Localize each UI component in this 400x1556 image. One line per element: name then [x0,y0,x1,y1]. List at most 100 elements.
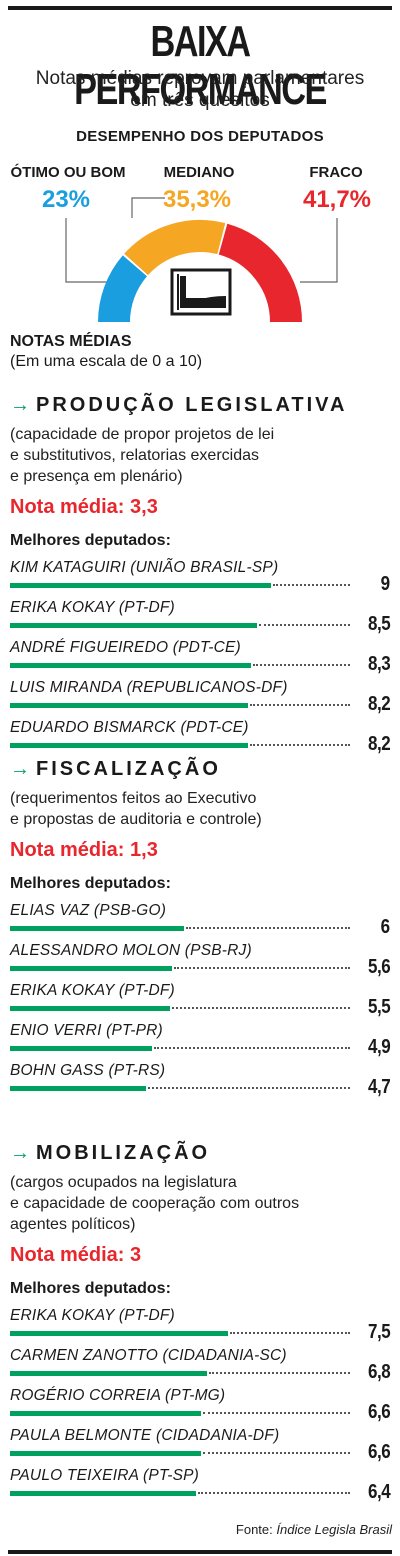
section-average-score: Nota média: 3 [10,1244,142,1266]
deputy-bar-list: ERIKA KOKAY (PT-DF) 7,5 CARMEN ZANOTTO (CI… [10,1301,391,1503]
deputy-row: PAULO TEIXEIRA (PT-SP) 6,4 [10,1461,391,1503]
section-title: → PRODUÇÃO LEGISLATIVA [10,392,390,418]
score-bar [10,703,248,708]
score-bar [10,1411,202,1416]
deputy-name: ALESSANDRO MOLON (PSB-RJ) [10,942,252,959]
score-value: 7,5 [367,1321,391,1343]
score-bar [10,623,257,628]
gauge-label-good: ÓTIMO OU BOM [11,163,126,181]
notas-block: NOTAS MÉDIAS (Em uma escala de 0 a 10) [10,332,202,372]
score-bar [10,1451,202,1456]
leader-dots [197,1492,350,1494]
deputy-name: KIM KATAGUIRI (UNIÃO BRASIL-SP) [10,559,279,576]
leader-line-good [65,218,108,283]
deputy-row: ALESSANDRO MOLON (PSB-RJ) 5,6 [10,936,391,978]
score-bar [10,583,271,588]
gauge-label-weak: FRACO [309,164,363,181]
leader-dots [209,1372,350,1374]
best-deputies-label: Melhores deputados: [10,1280,171,1297]
score-value: 8,3 [367,653,391,675]
score-value: 8,2 [367,733,391,755]
description-line: e capacidade de cooperação com outros [10,1195,300,1212]
deputy-name: BOHN GASS (PT-RS) [10,1062,166,1079]
score-value: 6 [380,916,390,938]
section-average-score: Nota média: 3,3 [10,496,158,518]
leader-dots [148,1087,350,1089]
section-title-text: FISCALIZAÇÃO [36,758,221,780]
deputy-row: ELIAS VAZ (PSB-GO) 6 [10,896,390,938]
deputy-row: KIM KATAGUIRI (UNIÃO BRASIL-SP) 9 [10,553,390,595]
source-note: Fonte: Índice Legisla Brasil [236,1522,392,1537]
notas-heading: NOTAS MÉDIAS [10,333,132,350]
deputy-row: LUIS MIRANDA (REPUBLICANOS-DF) 8,2 [10,673,390,715]
score-bar [10,743,248,748]
gauge-value-good: 23% [42,186,90,213]
gauge-arc-weak [218,223,302,323]
section-title: → FISCALIZAÇÃO [10,756,390,782]
description-line: (capacidade de propor projetos de lei [10,426,275,443]
deputy-row: ENIO VERRI (PT-PR) 4,9 [10,1016,390,1058]
leader-dots [203,1452,350,1454]
score-value: 6,6 [367,1401,391,1423]
deputy-name: PAULA BELMONTE (CIDADANIA-DF) [10,1427,280,1444]
score-value: 5,5 [367,996,391,1018]
description-line: e presença em plenário) [10,468,183,485]
deputy-row: ERIKA KOKAY (PT-DF) 5,5 [10,976,391,1018]
gauge-arc-good [98,255,148,323]
source-name: Índice Legisla Brasil [276,1522,392,1537]
deputy-row: EDUARDO BISMARCK (PDT-CE) 8,2 [10,713,391,755]
deputy-row: ERIKA KOKAY (PT-DF) 7,5 [10,1301,391,1343]
page-title: BAIXA PERFORMANCE [74,17,327,114]
section-average-score: Nota média: 1,3 [10,839,158,861]
leader-dots [186,927,350,929]
subtitle-line-2: em três quesitos [130,90,270,111]
leader-dots [229,1332,350,1334]
deputy-name: ERIKA KOKAY (PT-DF) [10,1307,175,1324]
deputy-name: ERIKA KOKAY (PT-DF) [10,599,175,616]
section-0: → PRODUÇÃO LEGISLATIVA (capacidade de prop… [10,392,391,755]
arrow-right-icon: → [10,758,30,780]
subtitle-line-1: Notas médias reprovam parlamentares [35,68,365,89]
best-deputies-label: Melhores deputados: [10,532,171,549]
deputy-row: CARMEN ZANOTTO (CIDADANIA-SC) 6,8 [10,1341,390,1383]
score-value: 6,4 [367,1481,391,1503]
page-subtitle: Notas médias reprovam parlamentares em t… [20,68,380,112]
section-description: (capacidade de propor projetos de lei e s… [10,424,390,487]
deputy-name: EDUARDO BISMARCK (PDT-CE) [10,719,249,736]
leader-dots [203,1412,350,1414]
section-title-text: PRODUÇÃO LEGISLATIVA [36,394,348,416]
score-bar [10,966,173,971]
source-prefix: Fonte: [235,1522,277,1537]
performance-gauge: ÓTIMO OU BOM 23% MEDIANO 35,3% FRACO 41,… [11,163,371,323]
score-bar [10,1006,170,1011]
leader-dots [252,664,350,666]
score-value: 6,6 [367,1441,391,1463]
gauge-arcs [98,220,302,323]
score-value: 4,7 [367,1076,391,1098]
chamber-icon [170,268,232,316]
deputy-name: LUIS MIRANDA (REPUBLICANOS-DF) [10,679,288,696]
deputy-bar-list: ELIAS VAZ (PSB-GO) 6 ALESSANDRO MOLON (PSB… [10,896,391,1098]
description-line: (cargos ocupados na legislatura [10,1174,237,1191]
score-bar [10,663,251,668]
deputy-name: CARMEN ZANOTTO (CIDADANIA-SC) [10,1347,287,1364]
deputy-name: ELIAS VAZ (PSB-GO) [10,902,167,919]
bottom-rule [8,1550,392,1554]
description-line: (requerimentos feitos ao Executivo [10,790,257,807]
score-bar [10,1371,208,1376]
score-bar [10,1046,153,1051]
leader-dots [249,704,350,706]
score-bar [10,1491,196,1496]
leader-dots [249,744,350,746]
section-2: → MOBILIZAÇÃO (cargos ocupados na legislat… [10,1140,391,1503]
gauge-arc-medium [124,220,226,276]
deputy-name: ERIKA KOKAY (PT-DF) [10,982,175,999]
gauge-heading: DESEMPENHO DOS DEPUTADOS [76,128,324,145]
gauge-value-medium: 35,3% [163,186,231,213]
score-value: 5,6 [367,956,391,978]
description-line: agentes políticos) [10,1216,136,1233]
best-deputies-label: Melhores deputados: [10,875,171,892]
deputy-row: ANDRÉ FIGUEIREDO (PDT-CE) 8,3 [10,633,391,675]
leader-dots [174,967,350,969]
deputy-row: ROGÉRIO CORREIA (PT-MG) 6,6 [10,1381,391,1423]
